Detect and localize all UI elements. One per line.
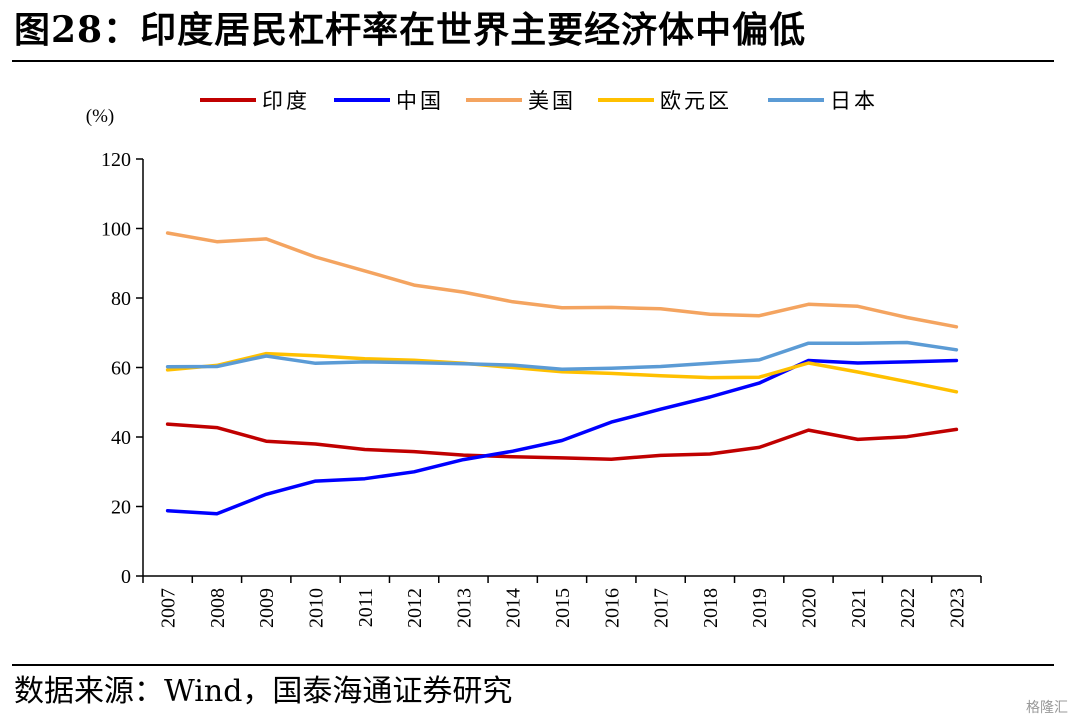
legend-label: 美国: [528, 89, 576, 113]
series-line-4: [165, 340, 959, 371]
y-tick-label: 40: [111, 427, 131, 449]
x-tick-label: 2008: [207, 588, 229, 628]
series-line-1: [165, 358, 959, 516]
y-tick-label: 100: [101, 219, 131, 241]
x-tick-label: 2016: [601, 588, 623, 628]
x-tick-label: 2022: [897, 588, 919, 628]
x-tick-label: 2010: [306, 588, 328, 628]
figure-title-text: 图28：印度居民杠杆率在世界主要经济体中偏低: [14, 9, 807, 51]
x-tick-label: 2012: [404, 588, 426, 628]
x-tick-label: 2019: [749, 588, 771, 628]
y-axis-label: (%): [86, 106, 114, 127]
series-line-2: [165, 231, 959, 329]
legend-label: 欧元区: [660, 89, 732, 113]
series-lines: [165, 231, 959, 516]
chart-legend: 印度 中国 美国 欧元区 日本: [200, 89, 878, 113]
x-tick-label: 2011: [355, 588, 377, 627]
y-tick-label: 20: [111, 497, 131, 519]
y-tick-label: 80: [111, 288, 131, 310]
y-axis: 0 20 40 60 80 100 120: [101, 149, 144, 588]
x-tick-label: 2014: [503, 588, 525, 628]
x-tick-label: 2007: [158, 588, 180, 628]
x-tick-label: 2020: [798, 588, 820, 628]
figure-title: 图28：印度居民杠杆率在世界主要经济体中偏低: [14, 4, 806, 56]
series-line-0: [165, 422, 959, 461]
source-divider: [12, 664, 1054, 666]
x-tick-label: 2023: [946, 588, 968, 628]
y-tick-label: 60: [111, 358, 131, 380]
x-tick-label: 2013: [453, 588, 475, 628]
x-tick-label: 2009: [256, 588, 278, 628]
x-axis: 2007 2008 2009 2010 2011 2012 2013 2014 2015 2016…: [142, 575, 982, 628]
x-tick-label: 2017: [651, 588, 673, 628]
watermark-badge: 格隆汇: [1022, 696, 1072, 718]
source-note: 数据来源：Wind，国泰海通证券研究: [14, 670, 512, 714]
y-tick-label: 120: [101, 149, 131, 171]
y-tick-label: 0: [121, 566, 131, 588]
series-line-3: [165, 351, 959, 394]
x-tick-label: 2015: [552, 588, 574, 628]
title-underline: [12, 60, 1054, 62]
legend-label: 印度: [262, 89, 310, 113]
legend-label: 中国: [396, 89, 444, 113]
watermark-text: 格隆汇: [1026, 700, 1068, 716]
source-text: 数据来源：Wind，国泰海通证券研究: [14, 674, 513, 709]
x-tick-label: 2021: [848, 588, 870, 628]
legend-label: 日本: [830, 89, 878, 113]
x-tick-label: 2018: [700, 588, 722, 628]
